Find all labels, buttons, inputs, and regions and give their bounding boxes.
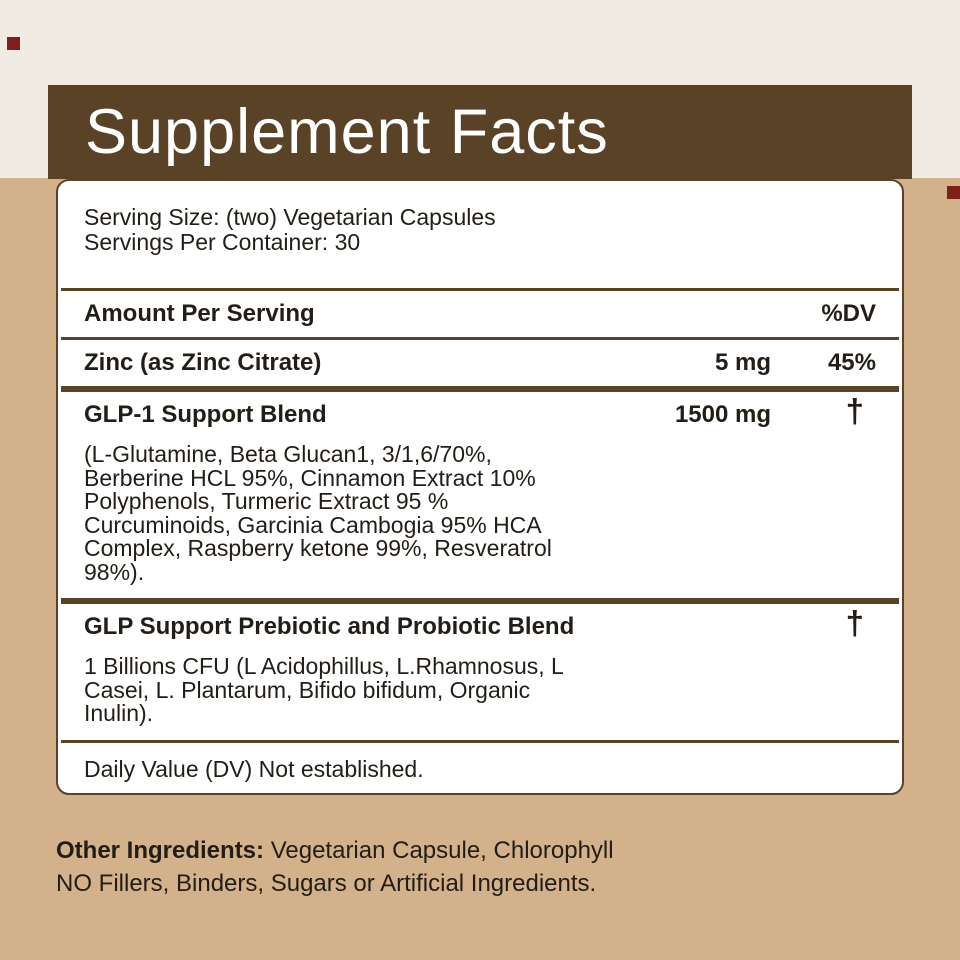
daily-value-footnote: Daily Value (DV) Not established. <box>84 755 424 782</box>
zinc-row: Zinc (as Zinc Citrate) 5 mg 45% <box>58 340 902 386</box>
dagger-symbol: † <box>845 392 864 429</box>
percent-dv-header: %DV <box>821 300 876 327</box>
divider-thin <box>61 288 899 291</box>
glp1-blend-dv: † <box>771 394 876 429</box>
supplement-facts-header: Supplement Facts <box>48 85 912 179</box>
glp1-blend-description: (L-Glutamine, Beta Glucan1, 3/1,6/70%, B… <box>84 441 552 585</box>
glp1-blend-row: GLP-1 Support Blend 1500 mg † <box>58 392 902 438</box>
other-ingredients-section: Other Ingredients: Vegetarian Capsule, C… <box>56 834 614 900</box>
glp1-blend-name: GLP-1 Support Blend <box>84 401 327 428</box>
divider-thick <box>61 598 899 604</box>
serving-size-text: Serving Size: (two) Vegetarian Capsules <box>84 204 496 230</box>
probiotic-blend-dv: † <box>771 606 876 641</box>
registration-mark-top-left <box>7 37 20 50</box>
supplement-facts-panel: Serving Size: (two) Vegetarian Capsules … <box>56 179 904 795</box>
zinc-name: Zinc (as Zinc Citrate) <box>84 349 322 376</box>
divider-thin <box>61 337 899 340</box>
column-header-row: Amount Per Serving %DV <box>58 291 902 337</box>
glp1-blend-amount: 1500 mg <box>674 401 771 428</box>
no-fillers-line: NO Fillers, Binders, Sugars or Artificia… <box>56 870 597 897</box>
other-ingredients-label: Other Ingredients: <box>56 837 265 864</box>
amount-per-serving-header: Amount Per Serving <box>84 300 315 327</box>
probiotic-blend-row: GLP Support Prebiotic and Probiotic Blen… <box>58 604 902 650</box>
dagger-symbol: † <box>845 604 864 641</box>
other-ingredients-line: Other Ingredients: Vegetarian Capsule, C… <box>56 834 614 867</box>
servings-per-container-text: Servings Per Container: 30 <box>84 229 361 255</box>
registration-mark-right <box>947 186 960 199</box>
other-ingredients-text: Vegetarian Capsule, Chlorophyll <box>264 837 614 864</box>
probiotic-blend-name: GLP Support Prebiotic and Probiotic Blen… <box>84 613 575 640</box>
probiotic-blend-description: 1 Billions CFU (L Acidophillus, L.Rhamno… <box>84 653 563 726</box>
serving-info: Serving Size: (two) Vegetarian Capsules … <box>58 181 902 255</box>
zinc-amount: 5 mg <box>714 349 771 376</box>
divider-thin <box>61 739 899 743</box>
page-title: Supplement Facts <box>85 97 609 167</box>
divider-thick <box>61 386 899 392</box>
zinc-dv: 45% <box>827 349 876 376</box>
